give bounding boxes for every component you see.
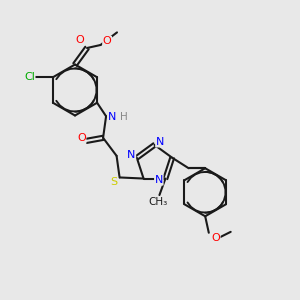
Text: O: O	[77, 133, 86, 143]
Text: CH₃: CH₃	[148, 196, 168, 207]
Text: S: S	[111, 177, 118, 187]
Text: N: N	[154, 175, 163, 185]
Text: O: O	[75, 34, 84, 45]
Text: N: N	[108, 112, 116, 122]
Text: O: O	[103, 36, 112, 46]
Text: N: N	[127, 150, 136, 160]
Text: Cl: Cl	[24, 72, 35, 82]
Text: N: N	[156, 137, 164, 147]
Text: O: O	[211, 233, 220, 243]
Text: H: H	[120, 112, 127, 122]
